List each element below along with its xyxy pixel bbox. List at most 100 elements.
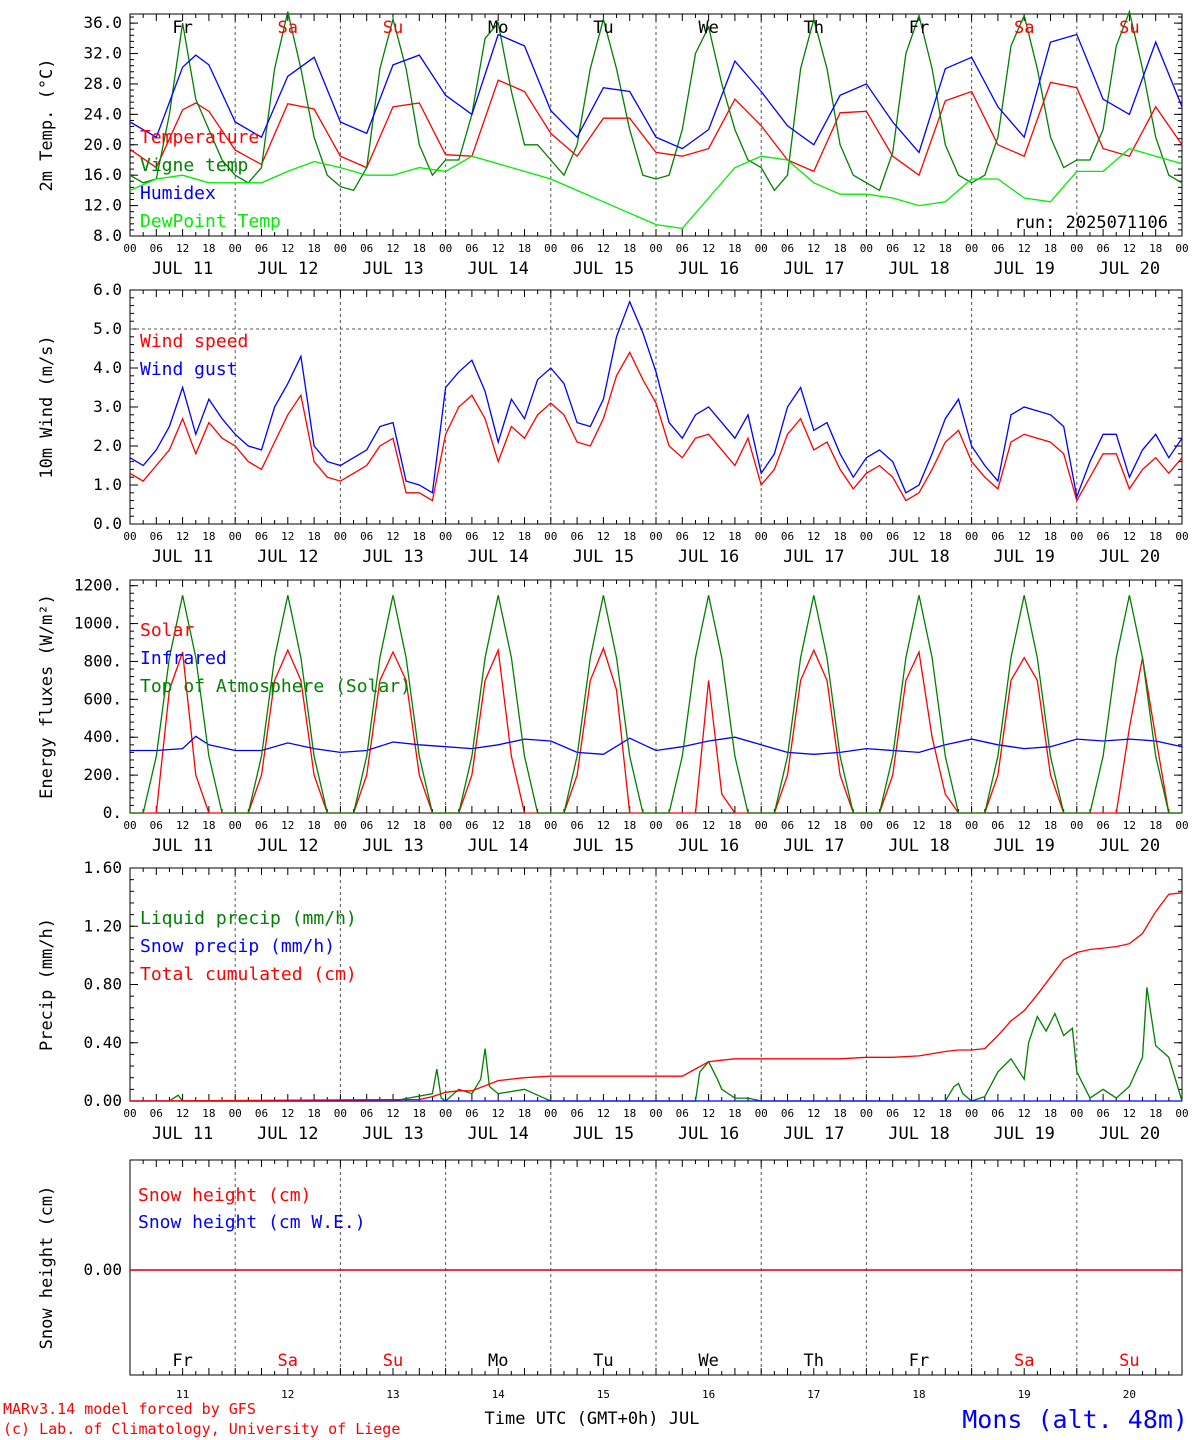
y-tick-label: 1.60 <box>83 858 122 877</box>
hour-tick-label: 06 <box>991 530 1004 543</box>
legend-entry: Total cumulated (cm) <box>140 964 357 985</box>
hour-tick-label: 00 <box>544 530 557 543</box>
hour-tick-label: 18 <box>518 819 531 832</box>
series-line-vigne-temp <box>129 9 1183 192</box>
hour-tick-label: 06 <box>465 1107 478 1120</box>
legend-entry: Wind gust <box>140 359 238 380</box>
y-tick-label: 28.0 <box>83 74 122 93</box>
hour-tick-label: 00 <box>229 1107 242 1120</box>
hour-tick-label: 00 <box>334 530 347 543</box>
hour-tick-label: 00 <box>334 242 347 255</box>
hour-tick-label: 18 <box>1044 242 1057 255</box>
hour-tick-label: 00 <box>965 242 978 255</box>
y-tick-label: 0.0 <box>93 514 122 533</box>
date-label: JUL 20 <box>1099 1124 1160 1144</box>
y-tick-label: 1200. <box>74 576 122 595</box>
legend-entry: Temperature <box>140 127 259 148</box>
hour-tick-label: 18 <box>202 242 215 255</box>
date-label: JUL 13 <box>362 836 423 856</box>
hour-tick-label: 00 <box>649 530 662 543</box>
hour-tick-label: 18 <box>833 1107 846 1120</box>
y-tick-label: 0.40 <box>83 1033 122 1052</box>
hour-tick-label: 06 <box>255 530 268 543</box>
legend-entry: Wind speed <box>140 331 248 352</box>
hour-tick-label: 00 <box>229 819 242 832</box>
legend-entry: Vigne temp <box>140 155 248 176</box>
weekday-label-top: Tu <box>593 18 613 38</box>
legend-entry: Solar <box>140 620 194 641</box>
hour-tick-label: 12 <box>386 1107 399 1120</box>
hour-tick-label: 18 <box>1149 819 1162 832</box>
hour-tick-label: 00 <box>439 819 452 832</box>
hour-tick-label: 00 <box>439 1107 452 1120</box>
hour-tick-label: 18 <box>202 1107 215 1120</box>
y-tick-label: 36.0 <box>83 13 122 32</box>
day-number-label: 12 <box>281 1388 294 1401</box>
date-label: JUL 17 <box>783 547 844 567</box>
hour-tick-label: 12 <box>1123 530 1136 543</box>
date-label: JUL 12 <box>257 547 318 567</box>
hour-tick-label: 12 <box>912 819 925 832</box>
hour-tick-label: 18 <box>1044 819 1057 832</box>
legend-entry: Snow height (cm) <box>138 1185 311 1206</box>
hour-tick-label: 06 <box>570 819 583 832</box>
y-tick-label: 4.0 <box>93 358 122 377</box>
date-label: JUL 12 <box>257 259 318 279</box>
hour-tick-label: 12 <box>176 242 189 255</box>
y-axis-label: Precip (mm/h) <box>37 918 57 1051</box>
hour-tick-label: 00 <box>1070 530 1083 543</box>
hour-tick-label: 00 <box>123 530 136 543</box>
date-label: JUL 12 <box>257 1124 318 1144</box>
hour-tick-label: 00 <box>544 242 557 255</box>
weekday-label-bottom: Su <box>1119 1351 1139 1371</box>
credit-line-2: (c) Lab. of Climatology, University of L… <box>3 1420 400 1438</box>
hour-tick-label: 12 <box>176 1107 189 1120</box>
hour-tick-label: 06 <box>781 242 794 255</box>
hour-tick-label: 00 <box>755 242 768 255</box>
weekday-label-top: Sa <box>278 18 298 38</box>
series-line-humidex <box>129 33 1183 154</box>
hour-tick-label: 18 <box>413 1107 426 1120</box>
hour-tick-label: 18 <box>623 242 636 255</box>
series-line-top-of-atmosphere-solar- <box>130 595 1182 814</box>
hour-tick-label: 12 <box>176 530 189 543</box>
hour-tick-label: 00 <box>1175 530 1188 543</box>
hour-tick-label: 00 <box>755 819 768 832</box>
date-label: JUL 18 <box>888 547 949 567</box>
hour-tick-label: 18 <box>1149 530 1162 543</box>
hour-tick-label: 00 <box>965 1107 978 1120</box>
hour-tick-label: 18 <box>623 1107 636 1120</box>
hour-tick-label: 12 <box>386 242 399 255</box>
hour-tick-label: 12 <box>807 242 820 255</box>
hour-tick-label: 12 <box>1123 1107 1136 1120</box>
y-tick-label: 800. <box>83 651 122 670</box>
hour-tick-label: 06 <box>150 1107 163 1120</box>
hour-tick-label: 06 <box>676 242 689 255</box>
hour-tick-label: 18 <box>307 1107 320 1120</box>
hour-tick-label: 12 <box>492 530 505 543</box>
y-tick-label: 8.0 <box>93 226 122 245</box>
y-axis-label: 10m Wind (m/s) <box>37 335 57 478</box>
hour-tick-label: 00 <box>334 819 347 832</box>
date-label: JUL 14 <box>467 1124 528 1144</box>
date-label: JUL 11 <box>152 1124 213 1144</box>
y-axis-label: Snow height (cm) <box>37 1186 57 1350</box>
date-label: JUL 18 <box>888 259 949 279</box>
y-tick-label: 0.00 <box>83 1091 122 1110</box>
hour-tick-label: 18 <box>307 819 320 832</box>
date-label: JUL 19 <box>993 547 1054 567</box>
hour-tick-label: 18 <box>623 819 636 832</box>
day-number-label: 13 <box>386 1388 399 1401</box>
hour-tick-label: 00 <box>965 819 978 832</box>
legend-entry: Snow height (cm W.E.) <box>138 1212 366 1233</box>
weekday-label-bottom: Mo <box>488 1351 508 1371</box>
hour-tick-label: 18 <box>202 819 215 832</box>
hour-tick-label: 00 <box>755 530 768 543</box>
date-label: JUL 14 <box>467 259 528 279</box>
hour-tick-label: 18 <box>518 1107 531 1120</box>
weekday-label-top: Fr <box>172 18 192 38</box>
series-line-liquid-precip-mm-h- <box>130 987 1183 1102</box>
hour-tick-label: 00 <box>965 530 978 543</box>
hour-tick-label: 06 <box>886 819 899 832</box>
hour-tick-label: 00 <box>1175 242 1188 255</box>
